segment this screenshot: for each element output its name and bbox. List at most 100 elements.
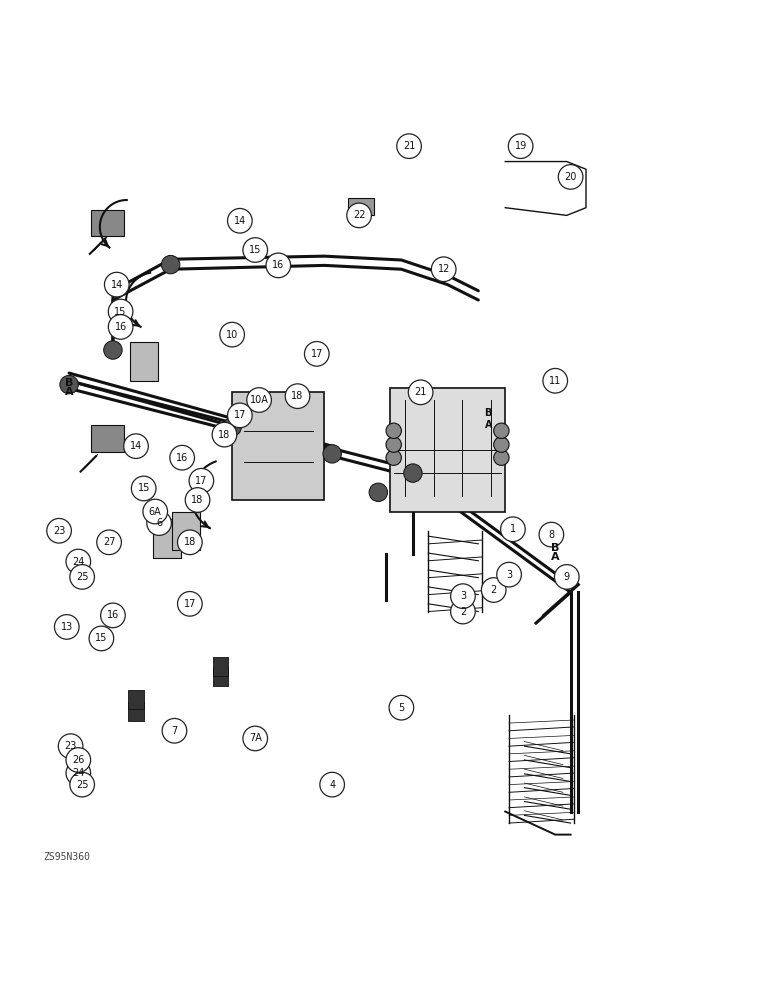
Circle shape — [404, 464, 422, 482]
Text: B: B — [551, 543, 560, 553]
Text: 7: 7 — [171, 726, 178, 736]
Bar — [128, 690, 144, 709]
Text: 15: 15 — [95, 633, 107, 643]
Circle shape — [66, 748, 90, 772]
Text: 19: 19 — [514, 141, 527, 151]
Text: 16: 16 — [273, 260, 284, 270]
Text: 24: 24 — [72, 557, 84, 567]
Text: 9: 9 — [564, 572, 570, 582]
Circle shape — [247, 388, 272, 412]
Text: 2: 2 — [490, 585, 497, 595]
Text: 24: 24 — [72, 768, 84, 778]
FancyBboxPatch shape — [390, 388, 505, 512]
Text: 14: 14 — [234, 216, 246, 226]
Text: 4: 4 — [329, 780, 335, 790]
Circle shape — [96, 530, 121, 555]
Circle shape — [539, 522, 564, 547]
Text: 16: 16 — [107, 610, 119, 620]
Text: 17: 17 — [234, 410, 246, 420]
Circle shape — [178, 530, 202, 555]
Text: 15: 15 — [114, 307, 127, 317]
Circle shape — [178, 592, 202, 616]
Text: 5: 5 — [398, 703, 405, 713]
Text: 18: 18 — [291, 391, 303, 401]
Text: 2: 2 — [460, 607, 466, 617]
Circle shape — [482, 578, 506, 602]
Circle shape — [59, 734, 83, 758]
Circle shape — [66, 761, 90, 785]
Text: 23: 23 — [64, 741, 76, 751]
Text: A: A — [551, 552, 560, 562]
Circle shape — [500, 517, 525, 542]
Text: 27: 27 — [103, 537, 115, 547]
Circle shape — [104, 272, 129, 297]
Text: 7A: 7A — [249, 733, 262, 743]
Circle shape — [386, 450, 401, 465]
Circle shape — [451, 599, 476, 624]
Circle shape — [543, 368, 567, 393]
Circle shape — [408, 380, 433, 405]
Text: 14: 14 — [130, 441, 142, 451]
Text: 23: 23 — [53, 526, 66, 536]
Circle shape — [389, 695, 414, 720]
Bar — [130, 342, 157, 381]
Text: 6: 6 — [156, 518, 162, 528]
Bar — [213, 667, 229, 686]
Circle shape — [223, 418, 242, 436]
Circle shape — [304, 342, 329, 366]
Circle shape — [147, 511, 171, 535]
Text: 25: 25 — [76, 572, 89, 582]
Circle shape — [124, 434, 148, 458]
Text: 18: 18 — [218, 430, 231, 440]
Circle shape — [103, 341, 122, 359]
Circle shape — [323, 445, 341, 463]
Circle shape — [66, 549, 90, 574]
Text: 1: 1 — [510, 524, 516, 534]
Circle shape — [347, 203, 371, 228]
Text: 3: 3 — [506, 570, 512, 580]
Text: 25: 25 — [76, 780, 89, 790]
Text: 8: 8 — [548, 530, 554, 540]
Text: 12: 12 — [438, 264, 450, 274]
Text: 22: 22 — [353, 210, 365, 220]
Circle shape — [55, 615, 79, 639]
Circle shape — [243, 238, 268, 262]
Text: 11: 11 — [549, 376, 561, 386]
Text: 21: 21 — [415, 387, 427, 397]
Bar — [213, 657, 229, 676]
Circle shape — [228, 403, 252, 428]
Circle shape — [554, 565, 579, 589]
Circle shape — [369, 483, 388, 502]
Circle shape — [451, 584, 476, 608]
FancyBboxPatch shape — [90, 210, 124, 236]
Bar — [347, 198, 374, 215]
Circle shape — [143, 499, 168, 524]
Circle shape — [108, 299, 133, 324]
Text: 10A: 10A — [249, 395, 269, 405]
Circle shape — [493, 423, 509, 438]
Text: 17: 17 — [184, 599, 196, 609]
Circle shape — [386, 423, 401, 438]
Circle shape — [212, 422, 237, 447]
Circle shape — [228, 208, 252, 233]
Circle shape — [69, 565, 94, 589]
Text: 15: 15 — [137, 483, 150, 493]
Circle shape — [89, 626, 113, 651]
Circle shape — [100, 603, 125, 628]
Text: 3: 3 — [460, 591, 466, 601]
Bar — [128, 702, 144, 721]
Text: 13: 13 — [61, 622, 73, 632]
Text: 6A: 6A — [149, 507, 161, 517]
Text: 18: 18 — [191, 495, 204, 505]
Text: 20: 20 — [564, 172, 577, 182]
Circle shape — [397, 134, 422, 158]
Text: A: A — [485, 420, 492, 430]
Circle shape — [266, 253, 290, 278]
Circle shape — [320, 772, 344, 797]
Circle shape — [161, 255, 180, 274]
Text: A: A — [66, 387, 74, 397]
Circle shape — [496, 562, 521, 587]
Circle shape — [131, 476, 156, 501]
Text: 16: 16 — [114, 322, 127, 332]
Text: 17: 17 — [310, 349, 323, 359]
